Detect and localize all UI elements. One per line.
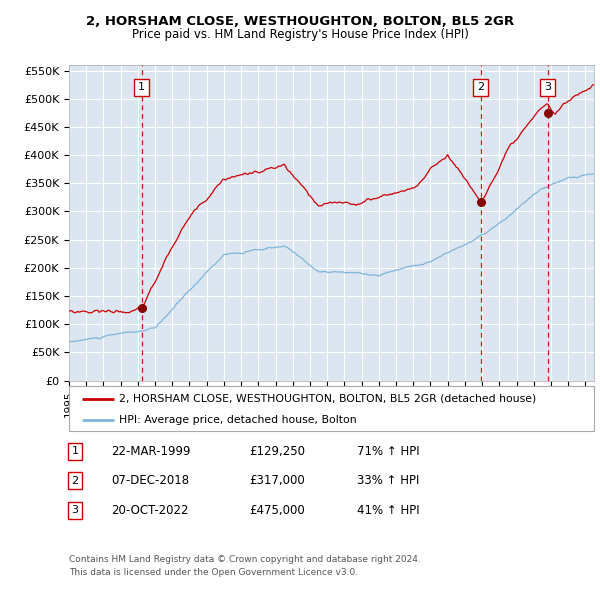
Text: 3: 3 [544,83,551,93]
Text: 07-DEC-2018: 07-DEC-2018 [111,474,189,487]
Text: £317,000: £317,000 [249,474,305,487]
Text: 1: 1 [71,447,79,456]
Text: 1: 1 [138,83,145,93]
Text: Price paid vs. HM Land Registry's House Price Index (HPI): Price paid vs. HM Land Registry's House … [131,28,469,41]
Text: £475,000: £475,000 [249,504,305,517]
Text: HPI: Average price, detached house, Bolton: HPI: Average price, detached house, Bolt… [119,415,356,425]
Text: This data is licensed under the Open Government Licence v3.0.: This data is licensed under the Open Gov… [69,568,358,576]
Text: 20-OCT-2022: 20-OCT-2022 [111,504,188,517]
Text: 3: 3 [71,506,79,515]
Text: 33% ↑ HPI: 33% ↑ HPI [357,474,419,487]
Text: 2, HORSHAM CLOSE, WESTHOUGHTON, BOLTON, BL5 2GR (detached house): 2, HORSHAM CLOSE, WESTHOUGHTON, BOLTON, … [119,394,536,404]
Text: 71% ↑ HPI: 71% ↑ HPI [357,445,419,458]
Text: 41% ↑ HPI: 41% ↑ HPI [357,504,419,517]
Text: 2: 2 [478,83,484,93]
Text: 22-MAR-1999: 22-MAR-1999 [111,445,191,458]
Text: £129,250: £129,250 [249,445,305,458]
Text: 2, HORSHAM CLOSE, WESTHOUGHTON, BOLTON, BL5 2GR: 2, HORSHAM CLOSE, WESTHOUGHTON, BOLTON, … [86,15,514,28]
Text: Contains HM Land Registry data © Crown copyright and database right 2024.: Contains HM Land Registry data © Crown c… [69,555,421,563]
Text: 2: 2 [71,476,79,486]
